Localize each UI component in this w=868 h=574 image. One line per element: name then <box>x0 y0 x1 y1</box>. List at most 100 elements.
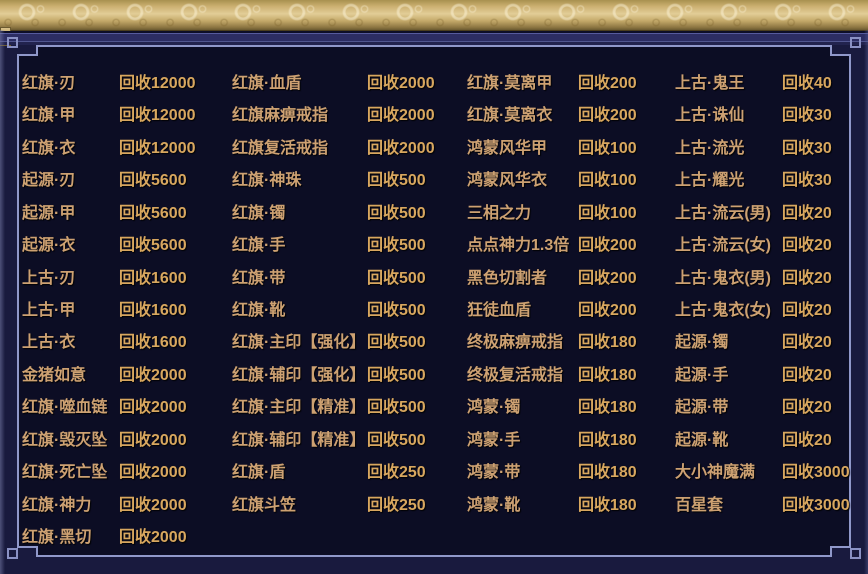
item-price: 回收5600 <box>119 172 187 190</box>
item-price: 回收3000 <box>782 464 850 482</box>
item-name: 金猪如意 <box>22 366 87 384</box>
item-name: 百星套 <box>675 496 724 514</box>
item-name: 上古·鬼衣(男) <box>675 269 771 287</box>
item-name: 红旗·莫离甲 <box>467 75 553 92</box>
item-price: 回收500 <box>367 237 426 255</box>
item-name: 红旗·靴 <box>232 302 286 319</box>
item-price: 回收5600 <box>119 237 187 255</box>
item-price: 回收20 <box>782 269 832 287</box>
item-name: 狂徒血盾 <box>467 302 532 319</box>
item-price: 回收200 <box>578 237 637 255</box>
item-name: 三相之力 <box>467 204 532 222</box>
item-price: 回收180 <box>578 399 637 417</box>
item-price: 回收200 <box>578 107 637 125</box>
item-price: 回收500 <box>367 204 426 222</box>
item-price: 回收180 <box>578 431 637 449</box>
panel-border-path <box>17 45 851 557</box>
corner-square-bottom-left <box>7 548 18 559</box>
item-price: 回收2000 <box>367 139 435 157</box>
item-name: 鸿蒙·手 <box>467 431 521 449</box>
item-name: 红旗·莫离衣 <box>467 107 553 125</box>
item-price: 回收100 <box>578 204 637 222</box>
item-name: 上古·流光 <box>675 139 745 157</box>
item-name: 红旗·刃 <box>22 75 76 92</box>
item-price: 回收2000 <box>119 529 187 547</box>
item-name: 红旗·神珠 <box>232 172 302 190</box>
item-price: 回收180 <box>578 496 637 514</box>
item-price: 回收500 <box>367 172 426 190</box>
item-price: 回收2000 <box>119 496 187 514</box>
item-price: 回收30 <box>782 139 832 157</box>
item-price: 回收12000 <box>119 75 196 92</box>
item-price: 回收100 <box>578 139 637 157</box>
item-name: 红旗·主印【强化】 <box>232 334 366 352</box>
item-price: 回收180 <box>578 366 637 384</box>
item-price: 回收20 <box>782 399 832 417</box>
recycle-price-panel: 红旗·刃 回收12000 红旗·甲 回收12000 红旗·衣 回收12000 起源·刃 回收5… <box>0 69 868 574</box>
item-name: 黑色切割者 <box>467 269 548 287</box>
item-price: 回收180 <box>578 464 637 482</box>
item-name: 鸿蒙·镯 <box>467 399 521 417</box>
left-frame-edge <box>0 30 5 574</box>
item-price: 回收1600 <box>119 269 187 287</box>
item-name: 红旗·神力 <box>22 496 92 514</box>
corner-square-top-right <box>850 37 861 48</box>
item-price: 回收5600 <box>119 204 187 222</box>
item-name: 红旗·甲 <box>22 107 76 125</box>
item-name: 红旗·噬血链 <box>22 399 108 417</box>
item-name: 红旗·盾 <box>232 464 286 482</box>
item-price: 回收500 <box>367 366 426 384</box>
item-name: 红旗·带 <box>232 269 286 287</box>
item-price: 回收20 <box>782 302 832 319</box>
item-name: 鸿蒙·带 <box>467 464 521 482</box>
item-price: 回收12000 <box>119 107 196 125</box>
item-name: 上古·鬼衣(女) <box>675 302 771 319</box>
item-name: 红旗复活戒指 <box>232 139 329 157</box>
divider-band <box>0 31 868 45</box>
item-name: 红旗斗笠 <box>232 496 297 514</box>
item-price: 回收30 <box>782 172 832 190</box>
item-price: 回收2000 <box>119 366 187 384</box>
item-price: 回收200 <box>578 302 637 319</box>
item-price: 回收250 <box>367 496 426 514</box>
item-name: 起源·刃 <box>22 172 76 190</box>
item-name: 红旗·手 <box>232 237 286 255</box>
item-price: 回收20 <box>782 334 832 352</box>
item-price: 回收500 <box>367 302 426 319</box>
item-price: 回收20 <box>782 204 832 222</box>
item-price: 回收2000 <box>119 399 187 417</box>
item-price: 回收30 <box>782 107 832 125</box>
item-price: 回收180 <box>578 334 637 352</box>
item-price: 回收12000 <box>119 139 196 157</box>
item-name: 红旗·血盾 <box>232 75 302 92</box>
item-name: 鸿蒙风华甲 <box>467 139 548 157</box>
item-name: 上古·耀光 <box>675 172 745 190</box>
item-price: 回收2000 <box>119 464 187 482</box>
item-price: 回收20 <box>782 366 832 384</box>
item-name: 起源·镯 <box>675 334 729 352</box>
item-name: 终极麻痹戒指 <box>467 334 564 352</box>
item-name: 红旗·辅印【强化】 <box>232 366 366 384</box>
item-price: 回收2000 <box>367 75 435 92</box>
item-name: 起源·衣 <box>22 237 76 255</box>
item-name: 起源·甲 <box>22 204 76 222</box>
item-name: 起源·靴 <box>675 431 729 449</box>
item-price: 回收20 <box>782 237 832 255</box>
item-price: 回收2000 <box>367 107 435 125</box>
item-name: 红旗·衣 <box>22 139 76 157</box>
item-name: 红旗·黑切 <box>22 529 92 547</box>
item-price: 回收100 <box>578 172 637 190</box>
item-name: 红旗麻痹戒指 <box>232 107 329 125</box>
item-price: 回收2000 <box>119 431 187 449</box>
item-name: 上古·刃 <box>22 269 76 287</box>
corner-square-top-left <box>7 37 18 48</box>
item-price: 回收20 <box>782 431 832 449</box>
item-price: 回收250 <box>367 464 426 482</box>
item-price: 回收1600 <box>119 302 187 319</box>
item-name: 大小神魔满 <box>675 464 756 482</box>
item-price: 回收3000 <box>782 496 850 514</box>
item-price: 回收500 <box>367 269 426 287</box>
item-price: 回收1600 <box>119 334 187 352</box>
